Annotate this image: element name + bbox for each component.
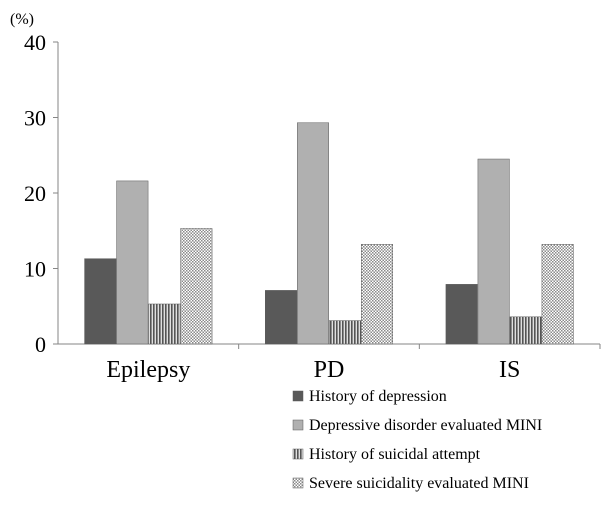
legend-label: Depressive disorder evaluated MINI xyxy=(309,417,542,434)
bar xyxy=(329,320,361,345)
legend: History of depression Depressive disorder… xyxy=(292,388,542,492)
legend-swatch xyxy=(292,419,304,431)
bar xyxy=(541,244,574,345)
y-tick-label: 20 xyxy=(24,181,46,206)
y-tick-label: 0 xyxy=(35,332,46,357)
bar xyxy=(361,244,393,345)
legend-label: Severe suicidality evaluated MINI xyxy=(309,475,529,492)
y-axis-unit-label: (%) xyxy=(10,11,34,28)
x-tick-label: Epilepsy xyxy=(106,357,190,383)
bar xyxy=(445,284,478,345)
bar xyxy=(180,228,213,345)
bar xyxy=(297,122,329,345)
bar xyxy=(116,180,149,345)
bar xyxy=(509,316,542,345)
y-tick-label: 30 xyxy=(24,106,46,131)
bars xyxy=(84,122,574,345)
legend-label: History of suicidal attempt xyxy=(309,446,481,463)
legend-swatch xyxy=(292,390,304,402)
legend-label: History of depression xyxy=(309,388,447,405)
bar xyxy=(265,290,297,345)
x-tick-label: PD xyxy=(314,357,345,383)
bar xyxy=(477,158,510,345)
x-axis: Epilepsy PD IS xyxy=(58,343,601,383)
x-tick-label: IS xyxy=(499,357,520,383)
bar xyxy=(148,303,181,345)
legend-swatch xyxy=(292,477,304,489)
y-axis: 0 10 20 30 40 xyxy=(24,30,59,357)
legend-swatch xyxy=(292,448,304,460)
y-tick-label: 40 xyxy=(24,30,46,55)
bar xyxy=(84,258,117,345)
y-tick-label: 10 xyxy=(24,257,46,282)
